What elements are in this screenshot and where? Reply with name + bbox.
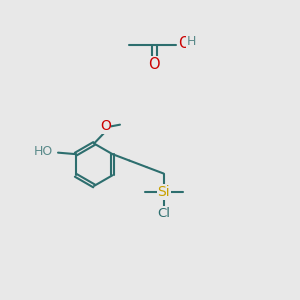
Text: O: O bbox=[148, 57, 160, 72]
Text: O: O bbox=[178, 36, 190, 51]
Text: O: O bbox=[100, 119, 111, 133]
Text: Si: Si bbox=[157, 185, 170, 199]
Text: Cl: Cl bbox=[157, 206, 170, 220]
Text: H: H bbox=[187, 35, 196, 48]
Text: HO: HO bbox=[34, 145, 53, 158]
